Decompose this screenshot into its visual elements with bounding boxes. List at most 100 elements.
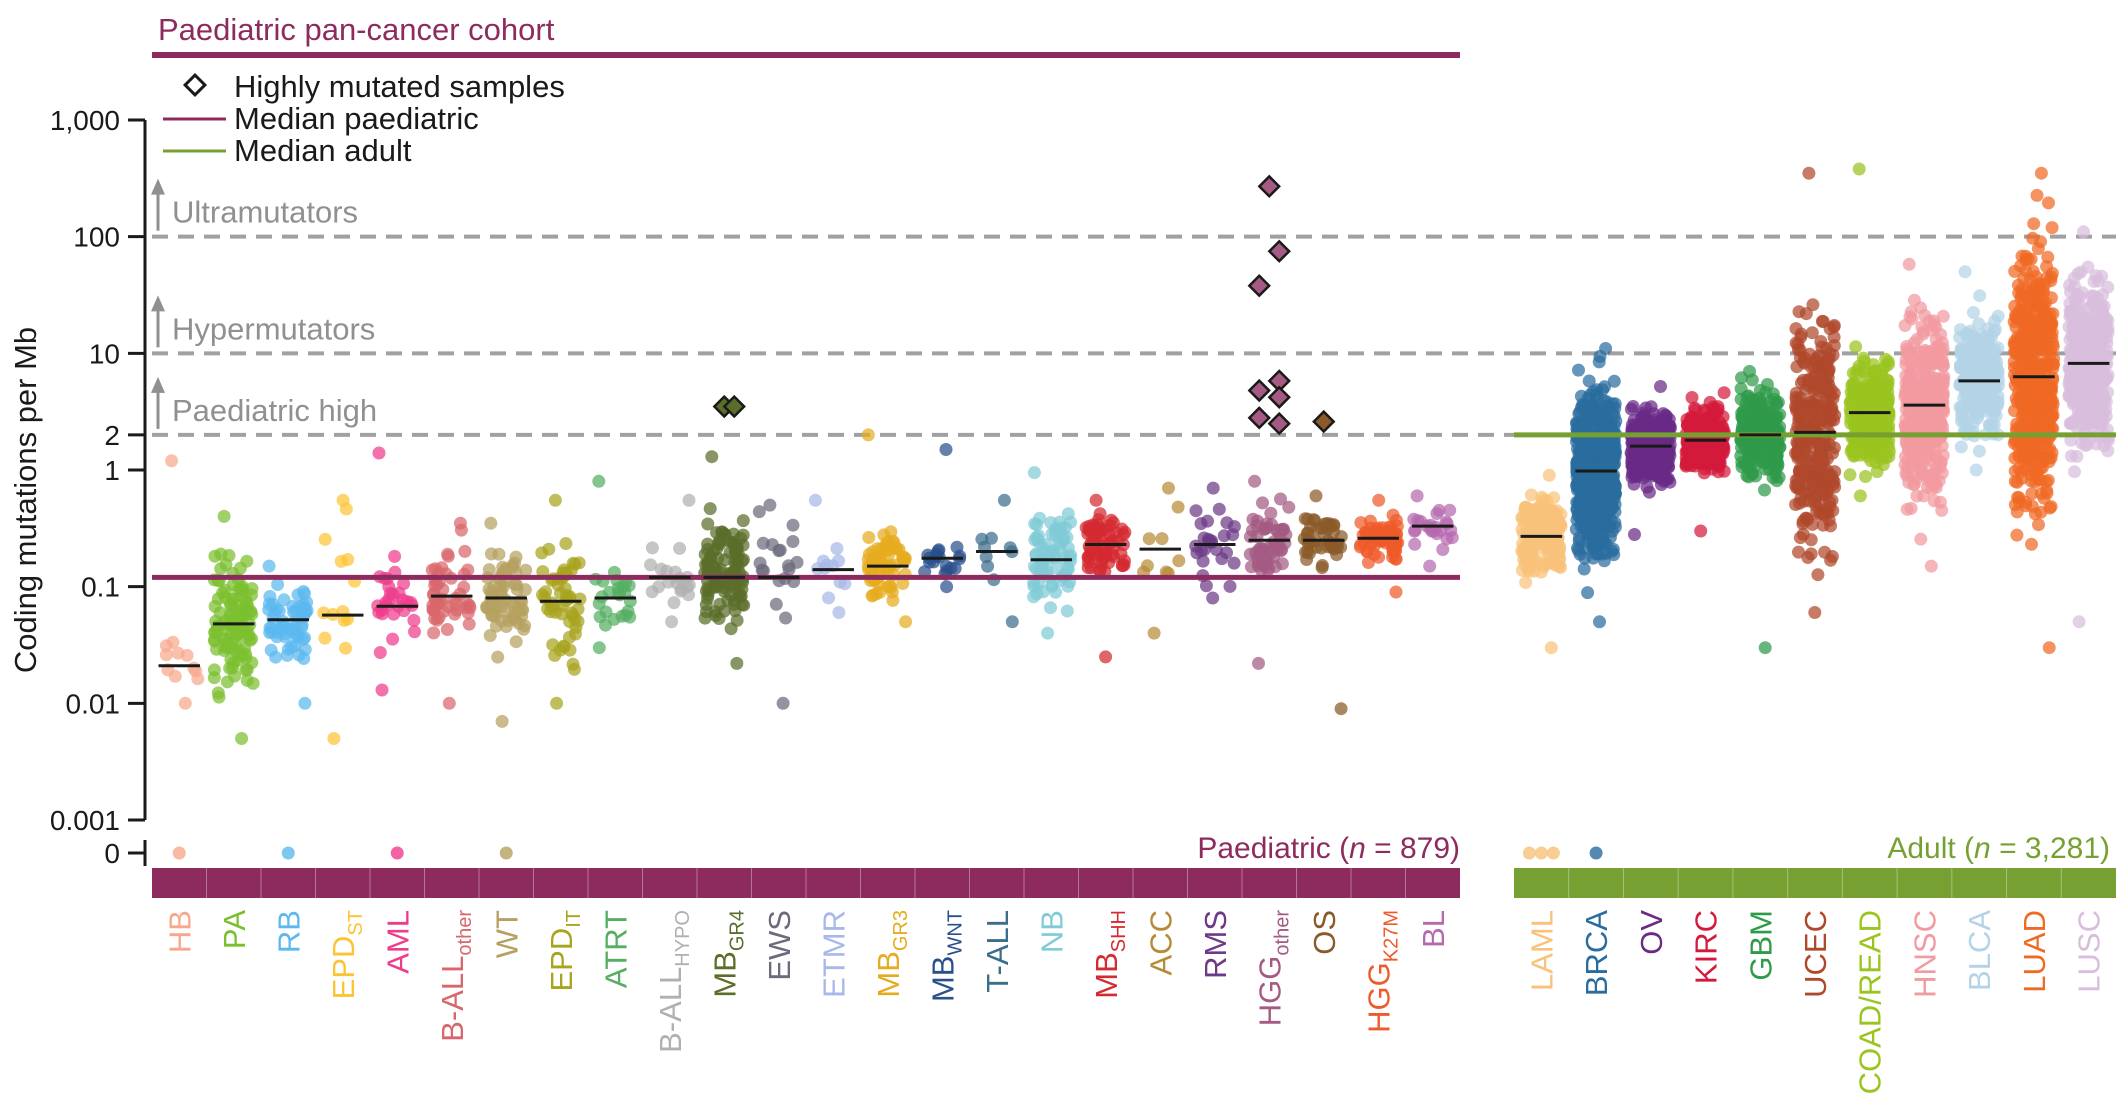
category-label: COAD/READ: [1853, 910, 1888, 1094]
data-point: [1354, 538, 1368, 552]
category-label: ETMR: [816, 910, 851, 998]
data-point: [1060, 530, 1074, 544]
data-point: [1381, 534, 1395, 548]
data-point: [535, 546, 549, 560]
data-point: [1972, 444, 1986, 458]
data-point: [441, 549, 455, 563]
data-point: [482, 563, 496, 577]
data-point: [2019, 495, 2032, 509]
category-label-main: BL: [1416, 910, 1451, 948]
category-label-main: MB: [871, 951, 906, 998]
data-point: [1606, 406, 1620, 420]
data-point: [1799, 307, 1813, 321]
data-point: [1334, 702, 1348, 716]
data-point: [1809, 498, 1823, 512]
category-label-subscript: GR3: [890, 910, 912, 951]
data-point: [1258, 522, 1272, 536]
data-point: [1269, 523, 1283, 537]
data-point: [1061, 579, 1075, 593]
data-point: [1570, 502, 1584, 516]
data-point: [214, 547, 228, 561]
data-point: [682, 493, 696, 507]
data-point: [1212, 502, 1226, 516]
arrow-up-icon: [151, 178, 165, 195]
zero-point: [1589, 846, 1603, 860]
data-point: [518, 583, 532, 597]
data-point: [1206, 591, 1220, 605]
data-point: [1821, 506, 1835, 520]
data-point: [262, 597, 276, 611]
category-label-main: EWS: [762, 910, 797, 981]
data-point: [218, 583, 232, 597]
data-point: [1745, 373, 1759, 387]
data-point: [225, 592, 239, 606]
category-label: EWS: [762, 910, 797, 981]
data-point: [822, 591, 836, 605]
data-point: [1217, 529, 1231, 543]
data-point: [372, 446, 386, 460]
data-point: [1089, 493, 1103, 507]
data-point: [2089, 404, 2103, 418]
category-label-main: OV: [1634, 910, 1669, 955]
data-point: [2012, 286, 2026, 300]
data-point: [2072, 411, 2086, 425]
data-point: [2100, 344, 2114, 358]
data-point: [769, 597, 783, 611]
data-point: [548, 493, 562, 507]
data-point: [454, 523, 468, 537]
category-label-main: ATRT: [598, 910, 633, 988]
data-point: [2042, 196, 2055, 210]
zero-point: [281, 846, 295, 860]
data-point: [2025, 537, 2038, 551]
highly-mutated-marker: [1267, 239, 1291, 263]
data-point: [752, 505, 766, 519]
data-point: [939, 443, 953, 456]
adult-label-suffix: = 3,281): [1991, 832, 2110, 865]
data-point: [546, 638, 560, 652]
category-label: EPDST: [326, 910, 367, 999]
data-point: [1970, 387, 1984, 401]
data-point: [557, 639, 571, 653]
data-point: [1440, 517, 1454, 531]
data-point: [1551, 519, 1565, 533]
data-point: [2043, 442, 2057, 456]
category-label-main: ACC: [1143, 910, 1178, 975]
data-point: [763, 498, 777, 512]
data-point: [1527, 516, 1541, 530]
data-point: [1569, 522, 1583, 536]
adult-label-prefix: Adult (: [1887, 832, 1974, 865]
data-point: [573, 592, 587, 606]
data-point: [1697, 415, 1711, 429]
category-label: B-ALLother: [435, 910, 476, 1042]
data-point: [838, 577, 852, 591]
data-point: [1354, 516, 1368, 530]
data-point: [1972, 372, 1986, 386]
data-point: [280, 648, 294, 662]
y-tick-label: 0.01: [66, 688, 121, 719]
category-label-main: EPD: [326, 936, 361, 1000]
y-tick-label: 0.001: [50, 805, 120, 836]
threshold-label-hypermutators: Hypermutators: [172, 311, 375, 346]
data-point: [187, 661, 201, 675]
category-label: HNSC: [1907, 910, 1942, 998]
data-point: [1852, 162, 1866, 176]
data-point: [1810, 354, 1824, 368]
data-point: [2077, 225, 2090, 239]
data-point: [1916, 327, 1930, 341]
category-label: HGGother: [1252, 910, 1293, 1027]
data-point: [1958, 265, 1972, 279]
data-point: [217, 509, 231, 523]
zero-point: [1534, 846, 1548, 860]
data-point: [1547, 491, 1561, 505]
data-point: [1264, 546, 1278, 560]
data-point: [1852, 359, 1866, 373]
data-point: [286, 599, 300, 613]
data-point: [592, 474, 606, 488]
data-point: [1155, 532, 1169, 546]
paediatric-group-label: Paediatric (n = 879): [1197, 832, 1460, 865]
data-point: [1737, 438, 1751, 452]
data-point: [612, 585, 626, 599]
adult-group-label: Adult (n = 3,281): [1887, 832, 2110, 865]
category-label-main: HGG: [1252, 956, 1287, 1027]
